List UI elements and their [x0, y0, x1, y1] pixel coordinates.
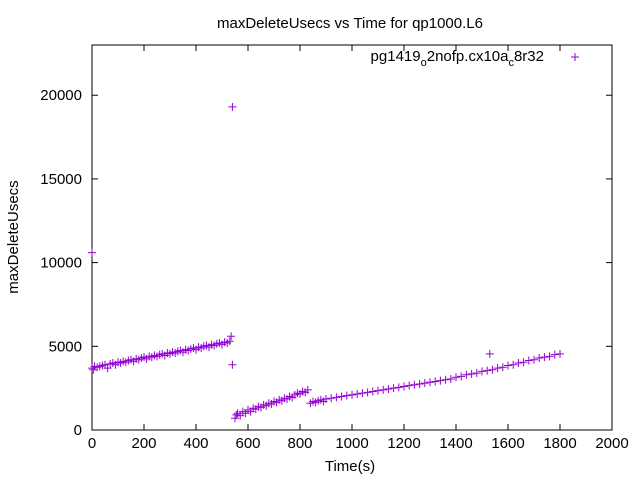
legend-label: pg1419o2nofp.cx10ac8r32 — [371, 48, 544, 69]
data-point — [363, 388, 372, 397]
data-point — [405, 381, 414, 390]
data-point — [231, 414, 239, 423]
y-tick-label: 20000 — [40, 87, 82, 104]
legend-label-sub1: o — [421, 57, 427, 69]
x-tick-label: 1800 — [543, 435, 576, 452]
data-point — [103, 364, 112, 373]
data-point — [384, 384, 393, 393]
data-point — [483, 366, 492, 375]
chart-title: maxDeleteUsecs vs Time for qp1000.L6 — [217, 15, 483, 32]
data-point — [332, 393, 341, 402]
data-point — [488, 365, 497, 374]
data-point — [446, 374, 455, 383]
data-point — [389, 384, 398, 393]
data-point — [415, 379, 424, 388]
legend: pg1419o2nofp.cx10ac8r32 — [371, 48, 579, 69]
data-point — [426, 378, 434, 387]
data-point — [410, 380, 419, 389]
x-tick-label: 600 — [235, 435, 260, 452]
data-point — [436, 376, 445, 385]
legend-label-base: pg1419 — [371, 48, 421, 65]
data-point — [379, 385, 388, 394]
data-point — [519, 358, 528, 367]
data-point — [431, 377, 440, 386]
legend-marker-plus — [571, 53, 579, 61]
data-point — [478, 367, 486, 376]
legend-label-sub2: c — [508, 57, 514, 69]
data-point — [322, 395, 330, 404]
data-point — [535, 354, 544, 363]
x-tick-label: 400 — [183, 435, 208, 452]
legend-marker — [571, 53, 579, 61]
data-point — [452, 373, 460, 382]
data-point — [236, 411, 245, 420]
data-point — [228, 360, 237, 369]
data-point — [368, 387, 377, 396]
data-point — [509, 360, 518, 369]
data-point — [462, 370, 471, 379]
x-tick-label: 800 — [287, 435, 312, 452]
data-point — [420, 379, 429, 388]
data-point — [504, 361, 512, 370]
x-tick-label: 1600 — [491, 435, 524, 452]
data-point — [303, 385, 312, 394]
x-tick-label: 1400 — [439, 435, 472, 452]
y-axis-label: maxDeleteUsecs — [5, 180, 22, 293]
data-point — [400, 382, 408, 391]
x-axis-label: Time(s) — [325, 458, 375, 475]
data-point — [348, 390, 356, 399]
data-point — [556, 349, 564, 358]
data-point — [472, 369, 481, 378]
data-point — [88, 248, 96, 257]
data-point — [457, 372, 466, 381]
data-point — [358, 389, 367, 398]
legend-label-mid: 2nofp.cx10a — [427, 48, 509, 65]
data-point — [540, 353, 549, 362]
data-point — [485, 349, 494, 358]
data-point — [342, 391, 351, 400]
data-point — [374, 386, 382, 395]
x-tick-label: 0 — [88, 435, 96, 452]
series-points — [88, 102, 564, 423]
x-tick-label: 1000 — [335, 435, 368, 452]
y-tick-label: 10000 — [40, 255, 82, 272]
data-point — [353, 390, 362, 399]
data-point — [441, 375, 450, 384]
data-point — [467, 369, 476, 378]
data-point — [327, 394, 336, 403]
data-point — [514, 359, 523, 368]
data-point — [337, 392, 346, 401]
y-tick-label: 15000 — [40, 171, 82, 188]
x-tick-label: 200 — [131, 435, 156, 452]
data-point — [524, 356, 533, 365]
y-tick-label: 5000 — [49, 338, 82, 355]
x-tick-label: 2000 — [595, 435, 628, 452]
data-point — [550, 350, 559, 359]
data-point — [232, 410, 241, 419]
data-point — [498, 363, 507, 372]
data-point — [530, 355, 538, 364]
y-tick-label: 0 — [74, 422, 82, 439]
y-axis-ticks: 0 5000 10000 15000 20000 — [40, 87, 612, 439]
data-point — [225, 337, 234, 346]
x-axis-ticks: 0 200 400 600 800 1000 1200 1400 1600 1800 2000 — [88, 45, 629, 452]
x-tick-label: 1200 — [387, 435, 420, 452]
data-point — [227, 332, 236, 341]
legend-label-end: 8r32 — [514, 48, 544, 65]
data-point — [493, 364, 502, 373]
data-point — [394, 383, 403, 392]
data-point — [228, 102, 237, 111]
data-point — [545, 352, 554, 361]
